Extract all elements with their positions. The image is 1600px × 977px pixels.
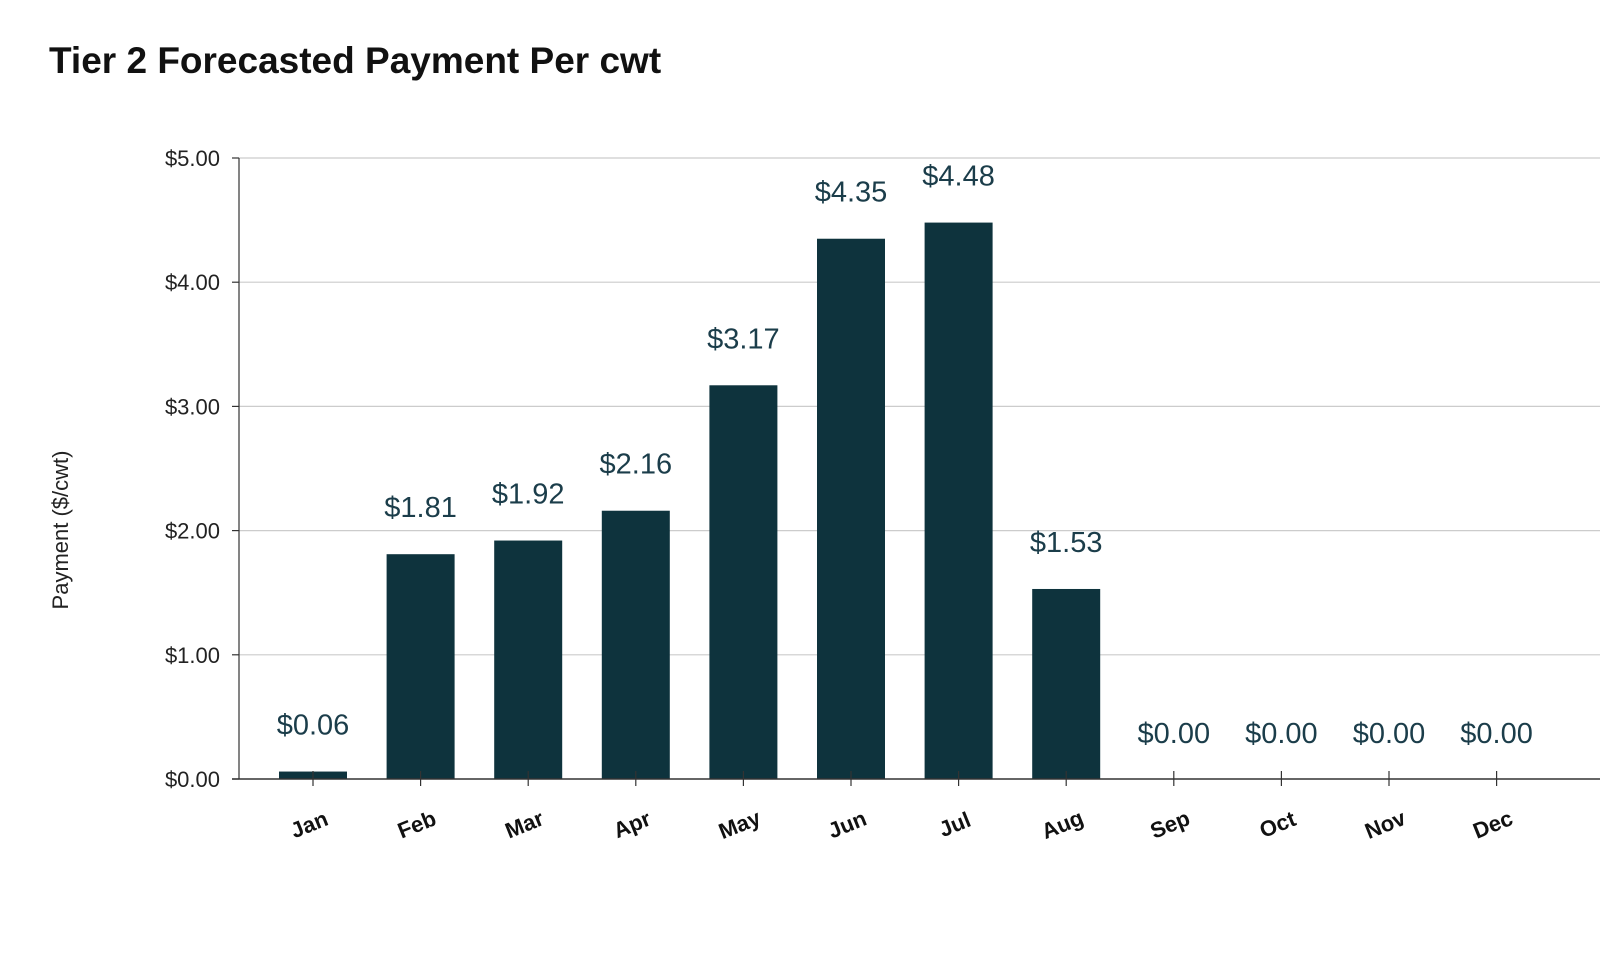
- y-tick-label: $0.00: [165, 767, 220, 792]
- bar: [924, 222, 993, 780]
- data-label: $4.35: [815, 177, 888, 209]
- x-tick-label: Jan: [287, 806, 332, 843]
- data-label: $0.00: [1353, 718, 1426, 750]
- data-label: $1.81: [384, 492, 457, 524]
- x-tick-label: Feb: [394, 806, 440, 844]
- data-label: $1.92: [492, 479, 565, 511]
- data-labels: $0.06 $1.81 $1.92 $2.16 $3.17 $4.35 $4.48 $1.53…: [277, 161, 1533, 750]
- x-tick-label: Sep: [1147, 805, 1194, 843]
- bar: [817, 238, 885, 780]
- chart-title: Tier 2 Forecasted Payment Per cwt: [49, 40, 662, 81]
- bar: [494, 540, 563, 779]
- x-tick-label: Oct: [1256, 806, 1300, 843]
- bar: [709, 385, 778, 779]
- y-tick-label: $3.00: [165, 394, 220, 419]
- x-tick-label: May: [715, 805, 765, 844]
- y-axis-label: Payment ($/cwt): [48, 451, 73, 610]
- x-tick-label: Mar: [502, 805, 548, 843]
- bar: [601, 510, 670, 779]
- x-tick-label: Jul: [935, 807, 974, 842]
- data-label: $0.06: [277, 710, 350, 742]
- bar: [1032, 588, 1101, 779]
- x-tick-label: Nov: [1361, 805, 1410, 844]
- data-label: $4.48: [922, 161, 995, 193]
- data-label: $0.00: [1138, 718, 1211, 750]
- gridlines: [239, 157, 1600, 656]
- x-tick-label: Apr: [610, 806, 655, 844]
- y-tick-label: $5.00: [165, 146, 220, 171]
- x-tick-label: Dec: [1469, 805, 1516, 843]
- data-label: $1.53: [1030, 527, 1103, 559]
- y-tick-label: $1.00: [165, 643, 220, 668]
- data-label: $0.00: [1460, 718, 1533, 750]
- y-tick-label: $4.00: [165, 270, 220, 295]
- x-tick-label: Aug: [1038, 805, 1087, 844]
- bars: [279, 222, 1101, 780]
- bar: [386, 554, 455, 779]
- data-label: $0.00: [1245, 718, 1318, 750]
- x-tick-label: Jun: [824, 806, 870, 844]
- data-label: $2.16: [600, 449, 673, 481]
- y-tick-label: $2.00: [165, 519, 220, 544]
- data-label: $3.17: [707, 323, 780, 355]
